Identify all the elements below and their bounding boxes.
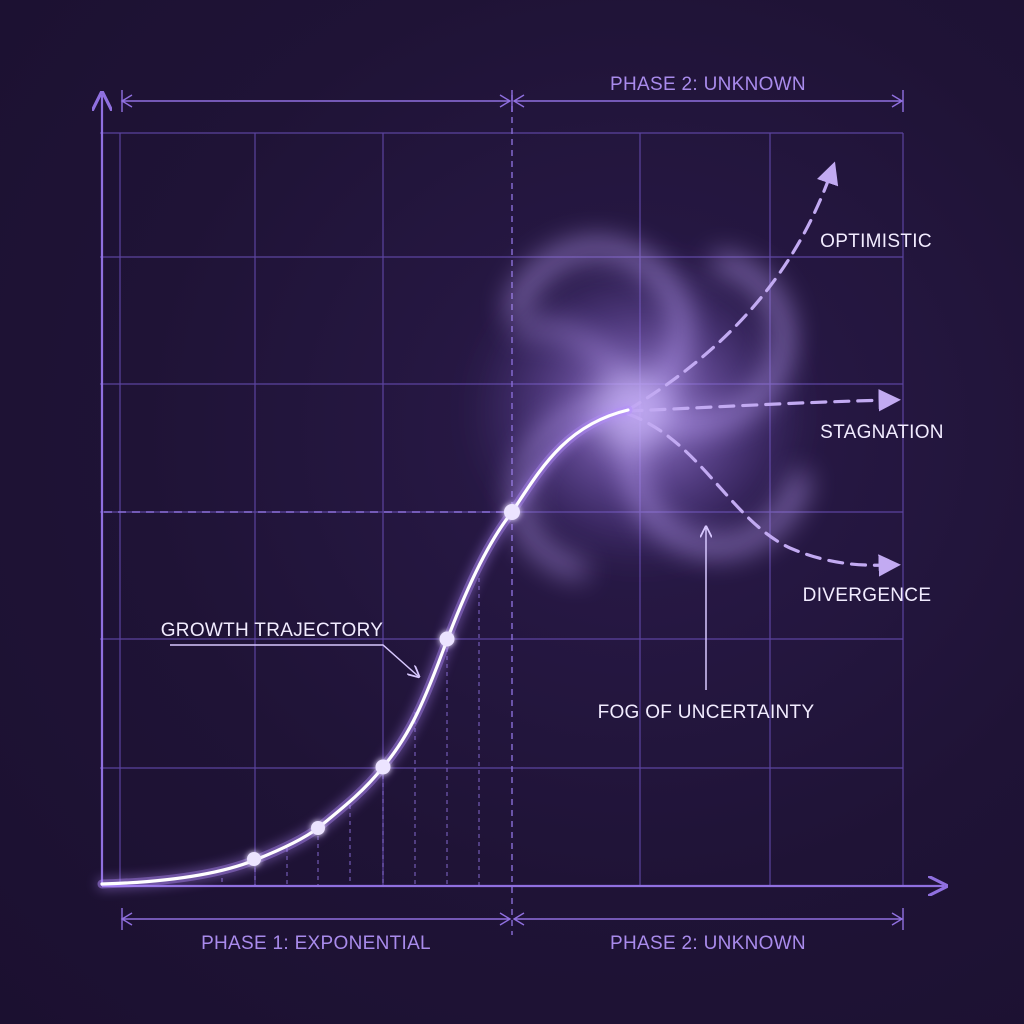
phase2-top-label: PHASE 2: UNKNOWN: [610, 74, 806, 95]
curve-point: [504, 504, 520, 520]
grid: [100, 132, 904, 886]
curve-point: [439, 631, 455, 647]
phase1-bottom-label: PHASE 1: EXPONENTIAL: [201, 933, 431, 954]
curve-point: [247, 852, 261, 866]
divergence-line: [626, 412, 901, 577]
stagnation-label: STAGNATION: [820, 422, 944, 443]
growth-trajectory-label: GROWTH TRAJECTORY: [161, 620, 384, 641]
divergence-label: DIVERGENCE: [803, 585, 932, 606]
growth-trajectory-leader: [170, 644, 418, 676]
curve-point: [311, 821, 325, 835]
optimistic-line: [626, 161, 839, 412]
stagnation-line: [626, 389, 901, 413]
scenario-lines: [626, 161, 901, 577]
phase2-bottom-label: PHASE 2: UNKNOWN: [610, 933, 806, 954]
bottom-phase-span: [120, 908, 904, 930]
drop-lines: [221, 578, 480, 886]
curve-point: [375, 759, 391, 775]
top-phase-span: [120, 90, 904, 112]
fog-label: FOG OF UNCERTAINTY: [598, 702, 815, 723]
curve-points: [247, 504, 520, 866]
optimistic-label: OPTIMISTIC: [820, 231, 932, 252]
